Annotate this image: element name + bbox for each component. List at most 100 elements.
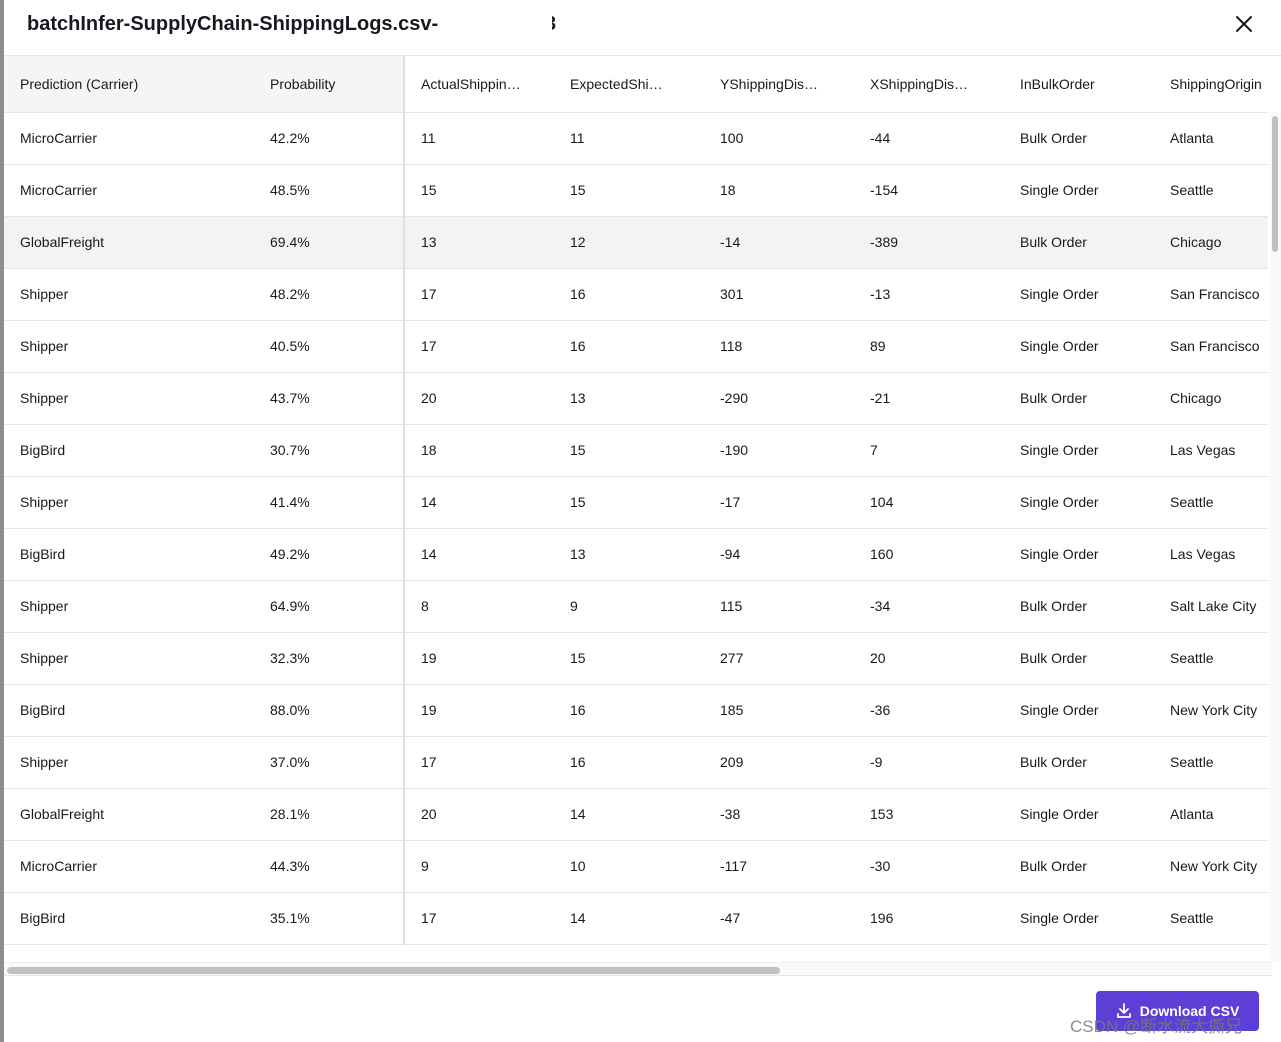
table-row[interactable]: BigBird 49.2% 14 13 -94 160 Single Order Las Ve… (4, 528, 1268, 581)
download-csv-label: Download CSV (1139, 1003, 1240, 1019)
column-header[interactable]: InBulkOrder (1004, 56, 1154, 113)
table-cell: -9 (854, 736, 1004, 789)
table-header-row: Prediction (Carrier) Probability ActualShi… (4, 56, 1268, 113)
table-cell: 18 (704, 164, 854, 217)
table-cell: 13 (554, 528, 704, 581)
table-cell: -38 (704, 788, 854, 841)
table-cell: -190 (704, 424, 854, 477)
table-row[interactable]: Shipper 37.0% 17 16 209 -9 Bulk Order Seattle (4, 736, 1268, 789)
table-cell: Las Vegas (1154, 424, 1268, 477)
table-cell: BigBird (4, 684, 254, 737)
vertical-scrollbar-thumb[interactable] (1272, 116, 1278, 252)
table-cell: -389 (854, 216, 1004, 269)
table-cell: 88.0% (254, 684, 405, 737)
table-cell: Shipper (4, 372, 254, 425)
backdrop (0, 0, 4, 1042)
table-row[interactable]: Shipper 40.5% 17 16 118 89 Single Order San Fra… (4, 320, 1268, 373)
table-cell: Shipper (4, 580, 254, 633)
table-cell: Single Order (1004, 892, 1154, 945)
table-cell: 15 (554, 164, 704, 217)
table-cell: 48.5% (254, 164, 405, 217)
table-cell: 209 (704, 736, 854, 789)
table-cell: San Francisco (1154, 320, 1268, 373)
table-cell: Las Vegas (1154, 528, 1268, 581)
table-cell: -290 (704, 372, 854, 425)
table-cell: 12 (554, 216, 704, 269)
table-cell: Shipper (4, 320, 254, 373)
table-row[interactable]: Shipper 32.3% 19 15 277 20 Bulk Order Seattle (4, 632, 1268, 685)
table-row[interactable]: Shipper 41.4% 14 15 -17 104 Single Order Seattl… (4, 476, 1268, 529)
table-cell: Bulk Order (1004, 216, 1154, 269)
table-cell: Seattle (1154, 892, 1268, 945)
table-row[interactable]: GlobalFreight 69.4% 13 12 -14 -389 Bulk Order C… (4, 216, 1268, 269)
table-row[interactable]: BigBird 30.7% 18 15 -190 7 Single Order Las Veg… (4, 424, 1268, 477)
column-header[interactable]: ExpectedShi… (554, 56, 704, 113)
table-cell: 7 (854, 424, 1004, 477)
table-cell: 16 (554, 268, 704, 321)
table-cell: 10 (554, 840, 704, 893)
table-cell: 15 (404, 164, 554, 217)
close-button[interactable] (1230, 10, 1258, 38)
column-header[interactable]: ActualShippin… (404, 56, 554, 113)
column-header[interactable]: YShippingDis… (704, 56, 854, 113)
table-cell: 9 (404, 840, 554, 893)
table-cell: Shipper (4, 476, 254, 529)
table-cell: Single Order (1004, 788, 1154, 841)
table-cell: 19 (404, 684, 554, 737)
table-cell: 40.5% (254, 320, 405, 373)
table-cell: 301 (704, 268, 854, 321)
table-cell: MicroCarrier (4, 840, 254, 893)
table-cell: New York City (1154, 684, 1268, 737)
table-row[interactable]: Shipper 64.9% 8 9 115 -34 Bulk Order Salt Lake … (4, 580, 1268, 633)
table-cell: BigBird (4, 528, 254, 581)
table-row[interactable]: BigBird 88.0% 19 16 185 -36 Single Order New Yo… (4, 684, 1268, 737)
table-cell: 11 (554, 112, 704, 165)
table-cell: Single Order (1004, 164, 1154, 217)
table-cell: Atlanta (1154, 112, 1268, 165)
column-header[interactable]: Probability (254, 56, 405, 113)
table-cell: 30.7% (254, 424, 405, 477)
table-row[interactable]: Shipper 43.7% 20 13 -290 -21 Bulk Order Chicago (4, 372, 1268, 425)
table-cell: -36 (854, 684, 1004, 737)
table-cell: 8 (404, 580, 554, 633)
table-row[interactable]: GlobalFreight 28.1% 20 14 -38 153 Single Order… (4, 788, 1268, 841)
download-csv-button[interactable]: Download CSV (1096, 991, 1259, 1031)
table-cell: 20 (404, 372, 554, 425)
table-cell: 20 (854, 632, 1004, 685)
table-cell: 20 (404, 788, 554, 841)
column-header[interactable]: Prediction (Carrier) (4, 56, 254, 113)
table-row[interactable]: MicroCarrier 44.3% 9 10 -117 -30 Bulk Order New… (4, 840, 1268, 893)
table-row[interactable]: Shipper 48.2% 17 16 301 -13 Single Order San Fr… (4, 268, 1268, 321)
table-cell: -94 (704, 528, 854, 581)
table-cell: -117 (704, 840, 854, 893)
table-cell: Salt Lake City (1154, 580, 1268, 633)
table-row[interactable]: MicroCarrier 48.5% 15 15 18 -154 Single Order S… (4, 164, 1268, 217)
table-cell: 16 (554, 736, 704, 789)
table-cell: 17 (404, 736, 554, 789)
table-cell: GlobalFreight (4, 216, 254, 269)
table-cell: -17 (704, 476, 854, 529)
table-cell: Single Order (1004, 320, 1154, 373)
horizontal-scrollbar-thumb[interactable] (7, 967, 780, 974)
table-cell: 16 (554, 320, 704, 373)
modal-header: batchInfer-SupplyChain-ShippingLogs.csv-… (4, 0, 1281, 56)
table-cell: 14 (554, 788, 704, 841)
table-row[interactable]: MicroCarrier 42.2% 11 11 100 -44 Bulk Order Atl… (4, 112, 1268, 165)
column-header[interactable]: ShippingOrigin (1154, 56, 1268, 113)
table-cell: Chicago (1154, 216, 1268, 269)
table-cell: 35.1% (254, 892, 405, 945)
table-cell: 160 (854, 528, 1004, 581)
column-header[interactable]: XShippingDis… (854, 56, 1004, 113)
table-cell: 13 (554, 372, 704, 425)
table-cell: -44 (854, 112, 1004, 165)
table-cell: San Francisco (1154, 268, 1268, 321)
table-cell: 18 (404, 424, 554, 477)
table-cell: 69.4% (254, 216, 405, 269)
table-cell: MicroCarrier (4, 164, 254, 217)
table-cell: Bulk Order (1004, 580, 1154, 633)
table-cell: Single Order (1004, 424, 1154, 477)
vertical-scrollbar[interactable] (1270, 112, 1281, 962)
table-row[interactable]: BigBird 35.1% 17 14 -47 196 Single Order Seattl… (4, 892, 1268, 945)
horizontal-scrollbar[interactable] (4, 962, 1272, 976)
table-cell: 42.2% (254, 112, 405, 165)
